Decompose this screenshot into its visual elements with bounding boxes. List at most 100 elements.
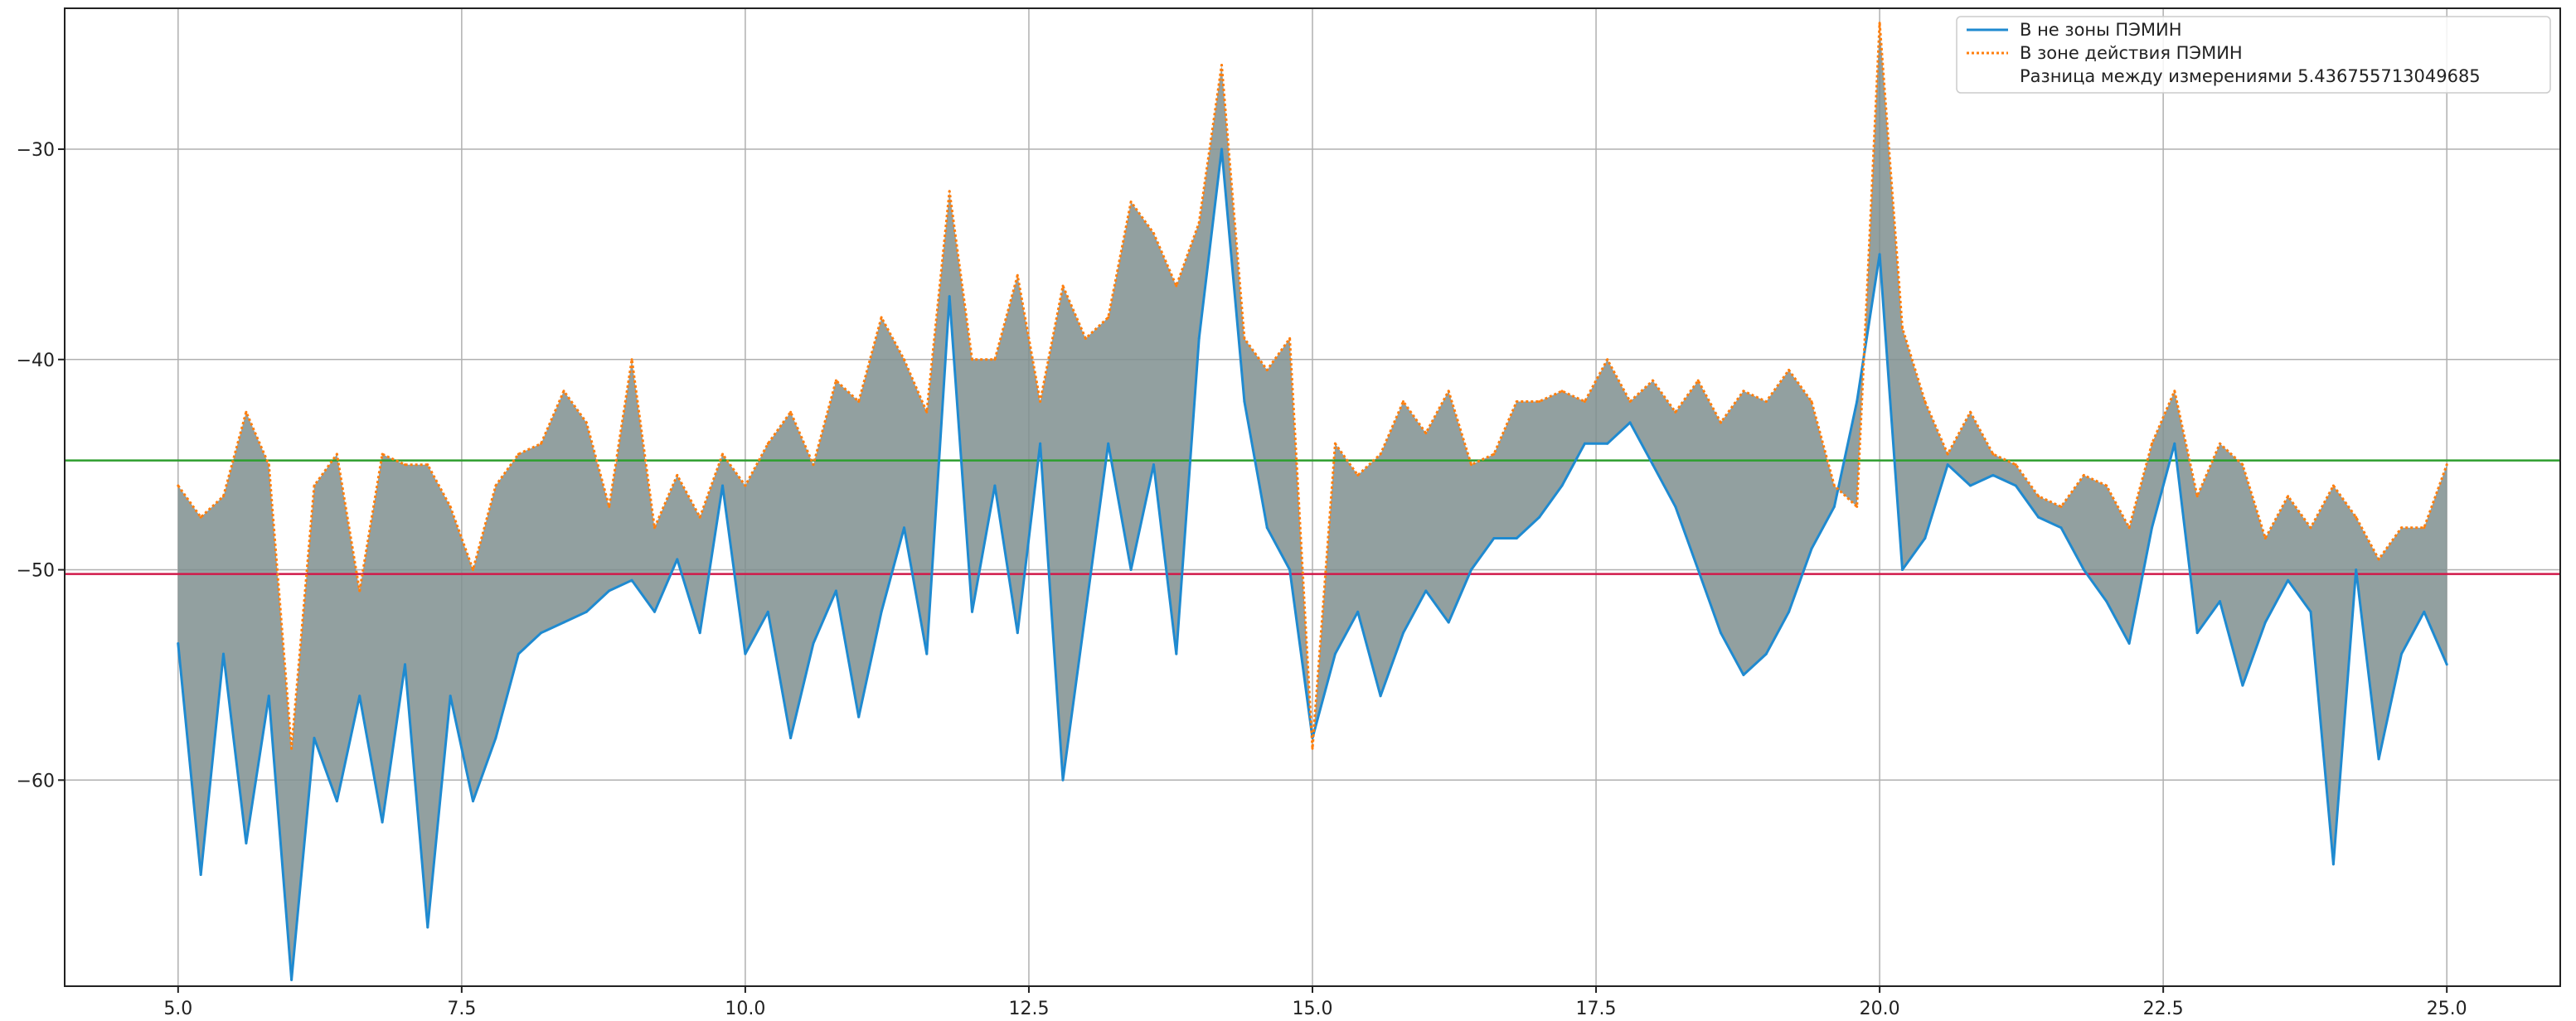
- x-tick-label-1: 7.5: [447, 999, 476, 1018]
- series-2-point-21: [652, 526, 656, 530]
- series-2-point-49: [1288, 336, 1292, 340]
- series-2-point-62: [1583, 400, 1586, 404]
- series-1-point-12: [449, 694, 452, 698]
- series-2-point-99: [2423, 526, 2426, 530]
- series-2-point-45: [1197, 221, 1201, 225]
- series-2-point-70: [1764, 400, 1768, 404]
- series-1-point-96: [2355, 569, 2358, 572]
- series-2-point-58: [1492, 452, 1496, 456]
- series-2-point-1: [199, 515, 202, 519]
- series-1-point-86: [2127, 641, 2131, 645]
- series-2-point-55: [1424, 432, 1428, 435]
- series-1-point-95: [2331, 863, 2335, 866]
- series-2-point-43: [1152, 232, 1155, 235]
- series-1-point-70: [1764, 652, 1768, 656]
- series-1-point-75: [1878, 253, 1881, 256]
- series-2-point-20: [630, 358, 633, 361]
- x-tick-label-7: 22.5: [2143, 999, 2184, 1018]
- series-1-point-94: [2309, 610, 2312, 613]
- series-1-point-91: [2241, 684, 2244, 687]
- series-1-point-7: [335, 800, 338, 803]
- series-1-point-83: [2059, 526, 2063, 530]
- series-2-point-24: [721, 452, 725, 456]
- series-2-point-14: [494, 484, 497, 487]
- series-2-point-64: [1628, 400, 1632, 404]
- series-2-point-63: [1606, 358, 1609, 361]
- series-1-point-18: [585, 610, 588, 613]
- series-1-point-68: [1720, 631, 1723, 635]
- series-1-point-57: [1470, 569, 1473, 572]
- series-1-point-76: [1900, 569, 1904, 572]
- series-1-point-80: [1991, 473, 1995, 477]
- series-2-point-47: [1243, 336, 1246, 340]
- series-1-point-44: [1175, 652, 1178, 656]
- series-2-point-88: [2173, 390, 2176, 393]
- series-1-point-67: [1696, 569, 1700, 572]
- series-2-point-46: [1220, 64, 1224, 67]
- series-1-point-11: [426, 926, 429, 929]
- series-1-point-31: [880, 610, 883, 613]
- x-tick-label-0: 5.0: [163, 999, 192, 1018]
- series-1-point-25: [744, 652, 747, 656]
- series-1-point-15: [517, 652, 520, 656]
- series-1-point-62: [1583, 442, 1586, 445]
- series-2-point-60: [1538, 400, 1541, 404]
- difference-fill-area: [177, 22, 2447, 980]
- series-1-point-63: [1606, 442, 1609, 445]
- reference-lines: [65, 459, 2560, 575]
- series-2-point-35: [971, 358, 974, 361]
- series-1-point-47: [1243, 400, 1246, 404]
- series-1-point-100: [2445, 663, 2448, 666]
- series-2-point-51: [1333, 442, 1337, 445]
- series-2-point-89: [2195, 495, 2199, 498]
- y-tick-label-0: −30: [17, 140, 55, 161]
- series-2-point-13: [472, 569, 475, 572]
- series-2-point-7: [335, 452, 338, 456]
- series-2-point-2: [222, 495, 226, 498]
- series-1-point-40: [1084, 610, 1087, 613]
- y-tick-label-2: −50: [17, 561, 55, 582]
- series-1-point-88: [2173, 442, 2176, 445]
- series-1-point-38: [1039, 442, 1042, 445]
- legend-box: [1956, 16, 2551, 94]
- series-2-point-97: [2377, 558, 2380, 561]
- series-2-point-80: [1991, 452, 1995, 456]
- series-2-point-68: [1720, 421, 1723, 424]
- y-tick-label-1: −40: [17, 351, 55, 371]
- x-tick-label-4: 15.0: [1293, 999, 1333, 1018]
- series-1-point-32: [902, 526, 905, 530]
- series-2-point-75: [1878, 22, 1881, 25]
- series-2-point-76: [1900, 327, 1904, 330]
- series-1-point-85: [2105, 600, 2108, 603]
- series-2-point-69: [1742, 390, 1745, 393]
- series-1-point-77: [1924, 536, 1927, 540]
- series-1-point-3: [245, 841, 248, 844]
- series-1-point-2: [222, 652, 226, 656]
- series-1-point-73: [1832, 505, 1836, 508]
- series-2-point-66: [1674, 410, 1677, 414]
- series-2-point-36: [993, 358, 997, 361]
- series-1-point-98: [2399, 652, 2403, 656]
- series-1-point-29: [834, 589, 837, 593]
- series-1-point-9: [381, 820, 384, 824]
- x-tick-label-2: 10.0: [725, 999, 765, 1018]
- series-1-point-72: [1810, 547, 1813, 550]
- series-2-point-57: [1470, 463, 1473, 467]
- series-2-point-38: [1039, 400, 1042, 404]
- series-1-point-41: [1107, 442, 1110, 445]
- series-2-point-22: [676, 473, 679, 477]
- series-2-point-92: [2263, 536, 2267, 540]
- series-2-point-9: [381, 452, 384, 456]
- series-1-point-33: [925, 652, 929, 656]
- series-1-point-20: [630, 578, 633, 582]
- series-1-point-90: [2219, 600, 2222, 603]
- series-1-point-66: [1674, 505, 1677, 508]
- series-2-point-82: [2037, 495, 2040, 498]
- series-2-point-32: [902, 358, 905, 361]
- series-2-point-81: [2014, 463, 2017, 467]
- series-1-point-36: [993, 484, 997, 487]
- series-1-point-97: [2377, 757, 2380, 761]
- legend-label-series-1: В не зоны ПЭМИН: [2020, 20, 2181, 40]
- series-1-point-24: [721, 484, 725, 487]
